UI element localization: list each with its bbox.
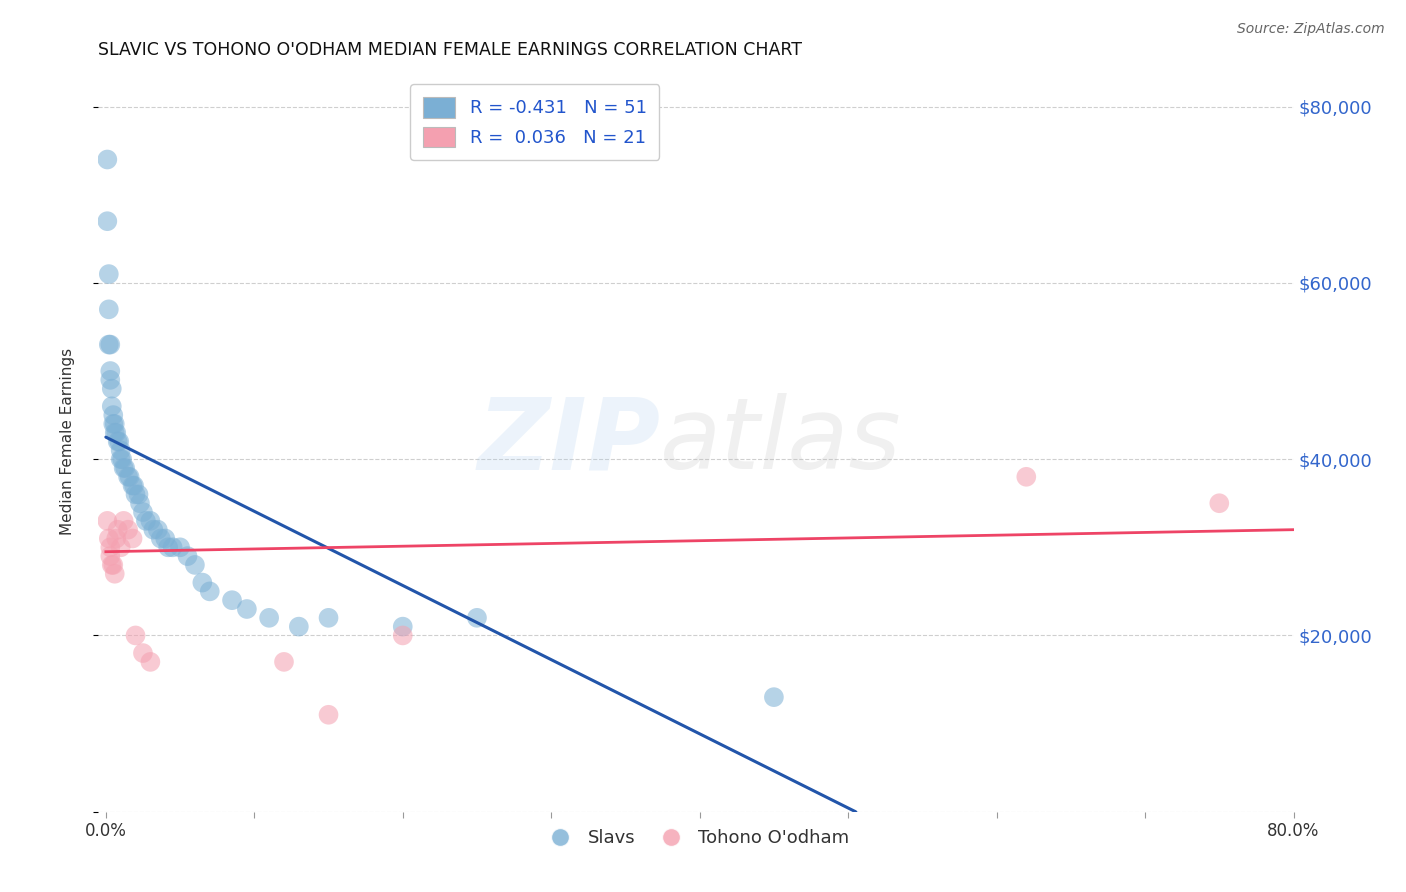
Point <box>191 575 214 590</box>
Point <box>288 619 311 633</box>
Point <box>465 611 488 625</box>
Point <box>142 523 165 537</box>
Point <box>1208 496 1230 510</box>
Point <box>112 461 135 475</box>
Point <box>110 452 132 467</box>
Point <box>139 514 162 528</box>
Y-axis label: Median Female Earnings: Median Female Earnings <box>60 348 75 535</box>
Point <box>103 417 125 431</box>
Point <box>96 214 118 228</box>
Point <box>96 514 118 528</box>
Point <box>98 549 121 563</box>
Point <box>97 302 120 317</box>
Point <box>1015 470 1038 484</box>
Point <box>162 541 184 555</box>
Point <box>104 566 127 581</box>
Point <box>128 487 150 501</box>
Point <box>118 470 141 484</box>
Point <box>117 470 139 484</box>
Point <box>114 461 136 475</box>
Point <box>101 558 124 572</box>
Point <box>107 434 129 449</box>
Point <box>184 558 207 572</box>
Point <box>103 558 125 572</box>
Point <box>96 153 118 167</box>
Point <box>318 611 340 625</box>
Point <box>169 541 191 555</box>
Point <box>108 434 131 449</box>
Point <box>98 337 121 351</box>
Point <box>105 532 128 546</box>
Point <box>111 452 134 467</box>
Point <box>124 628 146 642</box>
Point <box>117 523 139 537</box>
Point <box>121 532 143 546</box>
Point <box>198 584 221 599</box>
Point <box>97 267 120 281</box>
Point <box>121 478 143 492</box>
Point <box>132 505 155 519</box>
Text: SLAVIC VS TOHONO O'ODHAM MEDIAN FEMALE EARNINGS CORRELATION CHART: SLAVIC VS TOHONO O'ODHAM MEDIAN FEMALE E… <box>98 41 803 59</box>
Text: atlas: atlas <box>661 393 901 490</box>
Point <box>155 532 177 546</box>
Point <box>762 690 785 705</box>
Point <box>107 523 129 537</box>
Point <box>112 514 135 528</box>
Text: Source: ZipAtlas.com: Source: ZipAtlas.com <box>1237 22 1385 37</box>
Point <box>132 646 155 660</box>
Point <box>101 399 124 413</box>
Point <box>391 619 413 633</box>
Point <box>103 408 125 422</box>
Point <box>257 611 280 625</box>
Point <box>146 523 169 537</box>
Text: ZIP: ZIP <box>477 393 661 490</box>
Point <box>236 602 259 616</box>
Point <box>139 655 162 669</box>
Point <box>157 541 180 555</box>
Point <box>149 532 172 546</box>
Point <box>110 541 132 555</box>
Point <box>221 593 243 607</box>
Point <box>101 382 124 396</box>
Point <box>176 549 198 563</box>
Point <box>104 425 127 440</box>
Point <box>135 514 157 528</box>
Point <box>129 496 152 510</box>
Point <box>97 337 120 351</box>
Point <box>318 707 340 722</box>
Point <box>98 373 121 387</box>
Point <box>98 541 121 555</box>
Point <box>122 478 145 492</box>
Point <box>273 655 295 669</box>
Point <box>124 487 146 501</box>
Point <box>391 628 413 642</box>
Point <box>105 425 128 440</box>
Legend: Slavs, Tohono O'odham: Slavs, Tohono O'odham <box>536 822 856 855</box>
Point <box>98 364 121 378</box>
Point <box>104 417 127 431</box>
Point <box>110 443 132 458</box>
Point <box>97 532 120 546</box>
